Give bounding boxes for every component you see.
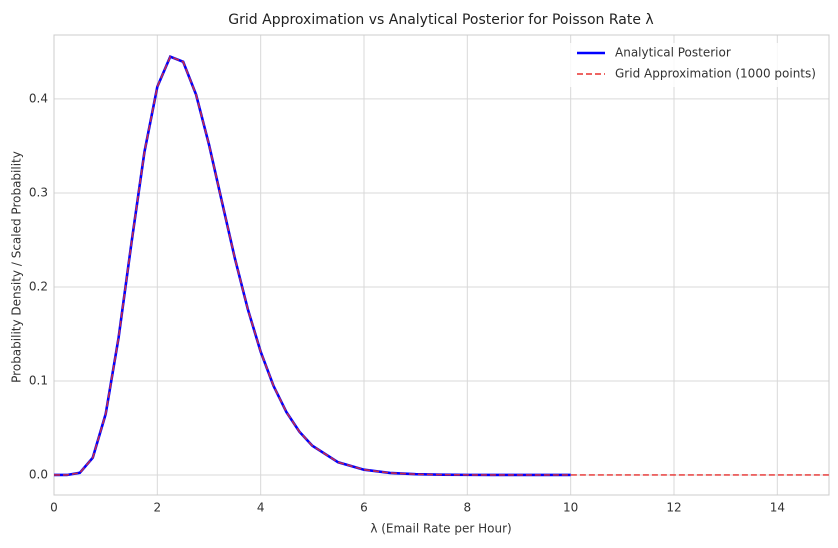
x-tick-label: 14 [770,501,785,515]
y-tick-label: 0.4 [29,91,48,105]
y-axis-label: Probability Density / Scaled Probability [10,151,24,383]
y-tick-label: 0.1 [29,373,48,387]
x-tick-label: 12 [666,501,681,515]
chart-title: Grid Approximation vs Analytical Posteri… [228,12,653,28]
x-tick-label: 2 [154,501,162,515]
y-tick-label: 0.3 [29,185,48,199]
y-tick-label: 0.0 [29,467,48,481]
y-tick-label: 0.2 [29,279,48,293]
legend-frame [567,43,821,87]
x-axis-label: λ (Email Rate per Hour) [370,522,511,536]
plot-frame [53,34,830,496]
x-tick-label: 8 [464,501,472,515]
x-tick-label: 6 [360,501,368,515]
x-tick-label: 4 [257,501,265,515]
series-line [54,55,829,476]
x-tick-label: 10 [563,501,578,515]
legend-label: Analytical Posterior [615,46,731,60]
x-tick-label: 0 [50,501,58,515]
series-line [54,54,571,477]
legend-label: Grid Approximation (1000 points) [615,67,816,81]
